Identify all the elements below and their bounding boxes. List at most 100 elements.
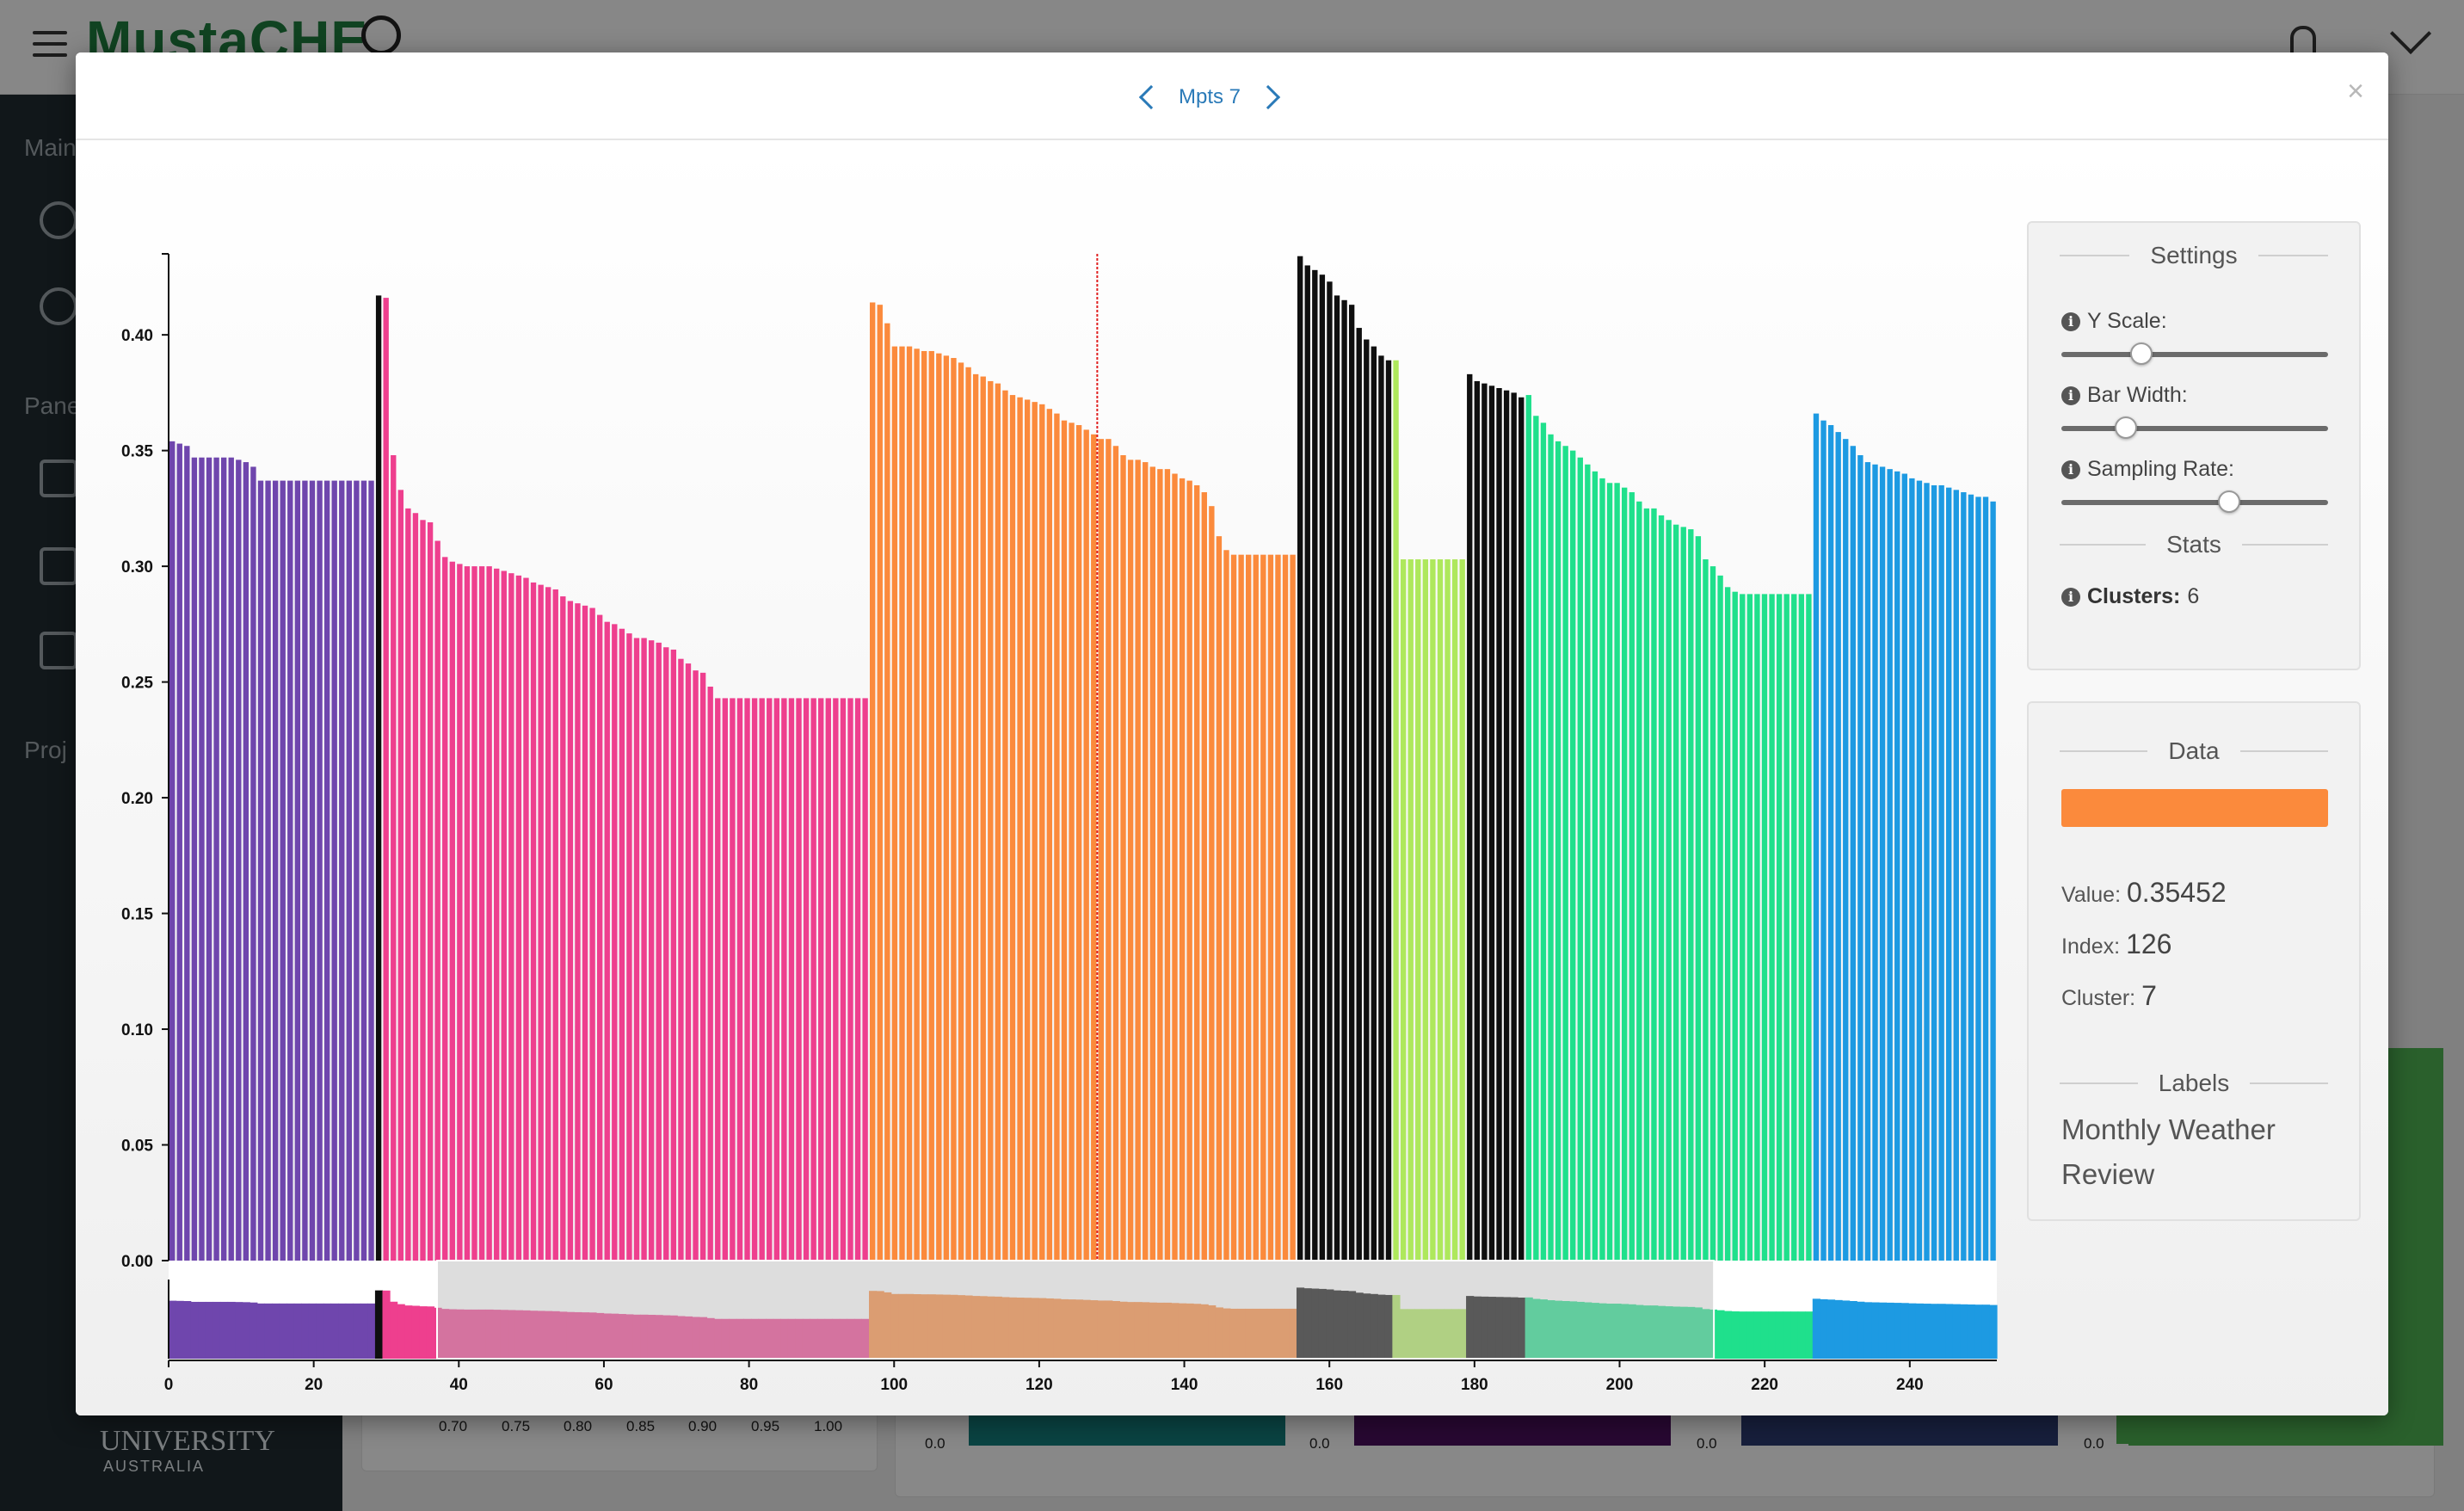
bar[interactable] bbox=[670, 649, 677, 1261]
bar[interactable] bbox=[914, 348, 920, 1261]
bar[interactable] bbox=[1120, 455, 1126, 1261]
bar[interactable] bbox=[1562, 446, 1568, 1261]
bar[interactable] bbox=[1364, 339, 1370, 1261]
bar[interactable] bbox=[1666, 520, 1672, 1261]
bar[interactable] bbox=[1827, 425, 1834, 1261]
bar[interactable] bbox=[567, 601, 574, 1261]
bar[interactable] bbox=[294, 480, 301, 1261]
bar[interactable] bbox=[1857, 455, 1863, 1261]
info-icon[interactable]: i bbox=[2061, 385, 2080, 405]
bar[interactable] bbox=[1267, 554, 1274, 1261]
bar[interactable] bbox=[1599, 478, 1605, 1261]
bar[interactable] bbox=[1680, 527, 1686, 1261]
bar[interactable] bbox=[604, 621, 610, 1261]
bar[interactable] bbox=[1143, 462, 1149, 1261]
bar[interactable] bbox=[339, 480, 345, 1261]
bar[interactable] bbox=[1083, 429, 1089, 1261]
bar[interactable] bbox=[442, 557, 448, 1261]
bar[interactable] bbox=[391, 455, 397, 1261]
bar[interactable] bbox=[169, 441, 176, 1261]
bar[interactable] bbox=[1246, 554, 1252, 1261]
bar[interactable] bbox=[508, 573, 514, 1261]
bar[interactable] bbox=[891, 346, 898, 1261]
bar[interactable] bbox=[1422, 559, 1429, 1261]
bar[interactable] bbox=[803, 698, 810, 1261]
bar[interactable] bbox=[678, 658, 684, 1261]
bar[interactable] bbox=[1982, 496, 1989, 1261]
bar[interactable] bbox=[1445, 559, 1451, 1261]
bar[interactable] bbox=[1061, 420, 1068, 1261]
bar[interactable] bbox=[1091, 434, 1097, 1261]
bar[interactable] bbox=[184, 446, 190, 1261]
bar[interactable] bbox=[1075, 425, 1082, 1261]
bar[interactable] bbox=[1459, 559, 1465, 1261]
bar[interactable] bbox=[656, 642, 662, 1261]
bar[interactable] bbox=[730, 698, 736, 1261]
bar[interactable] bbox=[486, 566, 492, 1261]
bar[interactable] bbox=[1555, 441, 1562, 1261]
bar[interactable] bbox=[825, 698, 831, 1261]
bar[interactable] bbox=[1672, 524, 1679, 1261]
bar[interactable] bbox=[818, 698, 824, 1261]
bar[interactable] bbox=[1371, 346, 1377, 1261]
bar[interactable] bbox=[928, 350, 934, 1261]
reachability-bar-chart[interactable]: 0.00 0.05 0.10 0.15 0.20 0.25 0.30 0.35 0.40 0 20 4… bbox=[76, 142, 2003, 1415]
bar[interactable] bbox=[626, 633, 632, 1261]
bar[interactable] bbox=[1106, 439, 1112, 1261]
bar[interactable] bbox=[331, 480, 337, 1261]
bar[interactable] bbox=[206, 457, 213, 1261]
bar[interactable] bbox=[1776, 594, 1783, 1261]
bar[interactable] bbox=[1319, 274, 1326, 1261]
bar[interactable] bbox=[988, 380, 994, 1261]
bar[interactable] bbox=[1783, 594, 1789, 1261]
bar[interactable] bbox=[545, 587, 551, 1261]
bar[interactable] bbox=[1629, 492, 1635, 1261]
bar[interactable] bbox=[751, 698, 758, 1261]
bar[interactable] bbox=[1230, 554, 1237, 1261]
previous-arrow-icon[interactable] bbox=[1138, 84, 1164, 110]
bar[interactable] bbox=[1740, 594, 1746, 1261]
bar[interactable] bbox=[1179, 478, 1186, 1261]
bar[interactable] bbox=[405, 508, 411, 1261]
bar[interactable] bbox=[1209, 506, 1215, 1261]
bar[interactable] bbox=[302, 480, 308, 1261]
bar[interactable] bbox=[648, 640, 655, 1261]
bar[interactable] bbox=[596, 614, 603, 1261]
bar[interactable] bbox=[1201, 492, 1207, 1261]
modal-title[interactable]: Mpts 7 bbox=[1179, 85, 1241, 108]
bar[interactable] bbox=[877, 305, 883, 1261]
bar[interactable] bbox=[213, 457, 219, 1261]
bar[interactable] bbox=[906, 346, 913, 1261]
bar[interactable] bbox=[257, 480, 264, 1261]
bar[interactable] bbox=[1968, 494, 1974, 1261]
bar[interactable] bbox=[1393, 360, 1399, 1261]
bar[interactable] bbox=[1186, 480, 1192, 1261]
bar[interactable] bbox=[346, 480, 353, 1261]
bar-width-slider[interactable] bbox=[2061, 416, 2328, 439]
bar[interactable] bbox=[1334, 295, 1340, 1261]
bar[interactable] bbox=[1135, 459, 1141, 1261]
next-arrow-icon[interactable] bbox=[1255, 84, 1281, 110]
bar[interactable] bbox=[773, 698, 779, 1261]
bar[interactable] bbox=[1709, 566, 1716, 1261]
hamburger-menu-icon[interactable] bbox=[33, 31, 67, 57]
bar[interactable] bbox=[767, 698, 773, 1261]
bar[interactable] bbox=[236, 459, 242, 1261]
bar[interactable] bbox=[575, 603, 581, 1261]
bar[interactable] bbox=[1216, 536, 1223, 1261]
bar[interactable] bbox=[280, 480, 286, 1261]
bar[interactable] bbox=[1253, 554, 1259, 1261]
bar[interactable] bbox=[1798, 594, 1805, 1261]
bar[interactable] bbox=[1238, 554, 1244, 1261]
bar[interactable] bbox=[736, 698, 743, 1261]
bar[interactable] bbox=[759, 698, 765, 1261]
bar[interactable] bbox=[870, 302, 876, 1261]
bar[interactable] bbox=[1894, 471, 1900, 1261]
bar[interactable] bbox=[612, 624, 618, 1261]
bar[interactable] bbox=[309, 480, 316, 1261]
bar[interactable] bbox=[1695, 536, 1702, 1261]
bar[interactable] bbox=[1496, 388, 1502, 1261]
bar[interactable] bbox=[420, 520, 426, 1261]
bar[interactable] bbox=[1341, 299, 1347, 1261]
bar[interactable] bbox=[722, 698, 729, 1261]
